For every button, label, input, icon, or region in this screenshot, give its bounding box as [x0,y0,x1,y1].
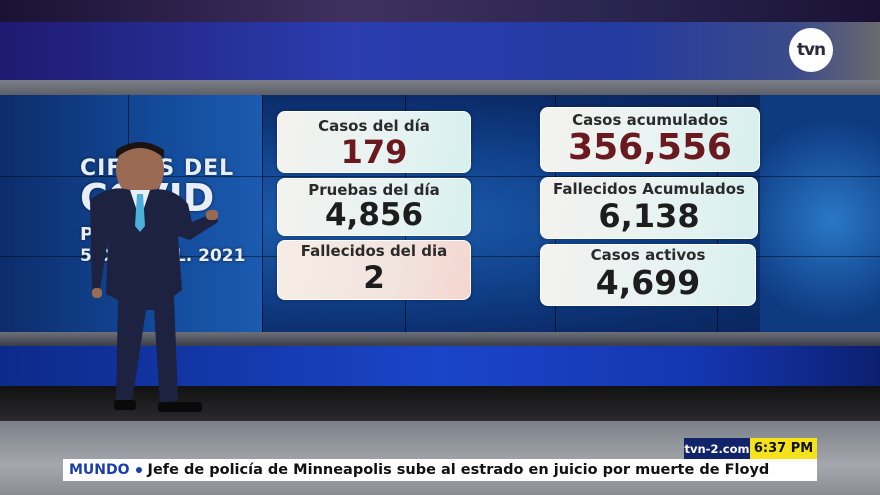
studio-rail [0,80,880,96]
news-ticker: MUNDO Jefe de policía de Minneapolis sub… [63,459,817,481]
wall-seam [0,176,880,177]
stat-label: Fallecidos del dia [300,242,448,260]
video-wall-ledge [0,332,880,346]
studio-blue-strip [0,346,880,386]
website-label: tvn-2.com [684,438,750,459]
stat-label: Casos activos [590,246,706,264]
stat-card-cumulative-deaths: Fallecidos Acumulados 6,138 [540,177,758,239]
tvn-logo: tvn [789,28,833,72]
stat-label: Casos acumulados [572,111,728,129]
stat-value: 4,856 [324,197,424,233]
stat-card-daily-cases: Casos del día 179 [277,111,471,173]
stat-value: 4,699 [595,263,701,302]
bullet-icon [135,467,142,473]
ticker-headline: Jefe de policía de Minneapolis sube al e… [147,462,770,478]
stat-label: Casos del día [318,117,430,135]
stat-value: 2 [363,260,385,296]
studio-base [0,386,880,421]
ticker-section: MUNDO [69,462,130,478]
presenter-figure [90,142,218,412]
studio-ceiling [0,0,880,22]
stat-card-cumulative-cases: Casos acumulados 356,556 [540,107,760,172]
stat-value: 6,138 [598,197,700,235]
wall-seam [262,95,263,340]
video-wall-right-panel [760,95,880,345]
stat-label: Pruebas del día [308,181,440,199]
studio-top-band [0,22,880,82]
stat-value: 179 [340,133,408,171]
stat-card-daily-tests: Pruebas del día 4,856 [277,178,471,236]
broadcast-clock: 6:37 PM [750,438,817,459]
stat-card-daily-deaths: Fallecidos del dia 2 [277,240,471,300]
stat-card-active-cases: Casos activos 4,699 [540,244,756,306]
stat-value: 356,556 [568,127,732,168]
stat-label: Fallecidos Acumulados [553,180,745,198]
